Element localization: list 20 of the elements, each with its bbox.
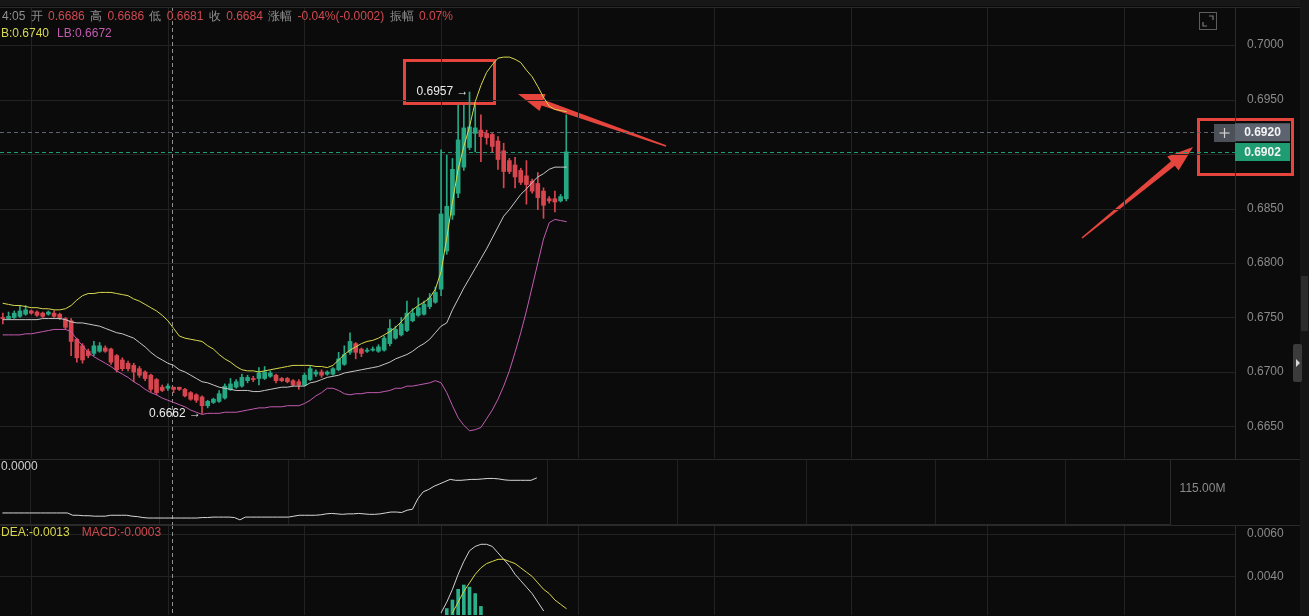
- y-tick-label: 0.6800: [1247, 255, 1285, 270]
- y-tick-label: 0.6750: [1247, 309, 1285, 324]
- text: B:0.6740: [1, 26, 50, 41]
- y-tick-label: 0.6700: [1247, 364, 1285, 379]
- ref-line-label: 0.6902: [1244, 144, 1282, 159]
- y-tick-label: 0.7000: [1247, 37, 1285, 52]
- text: 115.00M: [1179, 481, 1226, 496]
- annotation: 0.6662 →: [148, 405, 202, 420]
- y-tick-label: 0.6850: [1247, 200, 1285, 215]
- text: 0.0000: [1, 459, 39, 474]
- annotation: 0.6957 →: [416, 84, 469, 99]
- y-tick-label: 0.6650: [1247, 418, 1285, 433]
- y-tick-label: 0.6950: [1247, 91, 1285, 106]
- y-tick-label: 0.0040: [1247, 568, 1285, 583]
- text: LB:0.6672: [57, 26, 113, 41]
- annotation: MACD:-0.0003: [81, 525, 162, 540]
- text: 4:05 开 0.6686 高 0.6686 低 0.6681 收 0.6684 涨幅 -0.04%(-0.0002) 振幅 0.07%: [2, 9, 453, 24]
- text: DEA:-0.0013: [1, 525, 71, 540]
- y-tick-label: 0.0060: [1247, 525, 1285, 540]
- ref-line-label: 0.6920: [1244, 125, 1282, 140]
